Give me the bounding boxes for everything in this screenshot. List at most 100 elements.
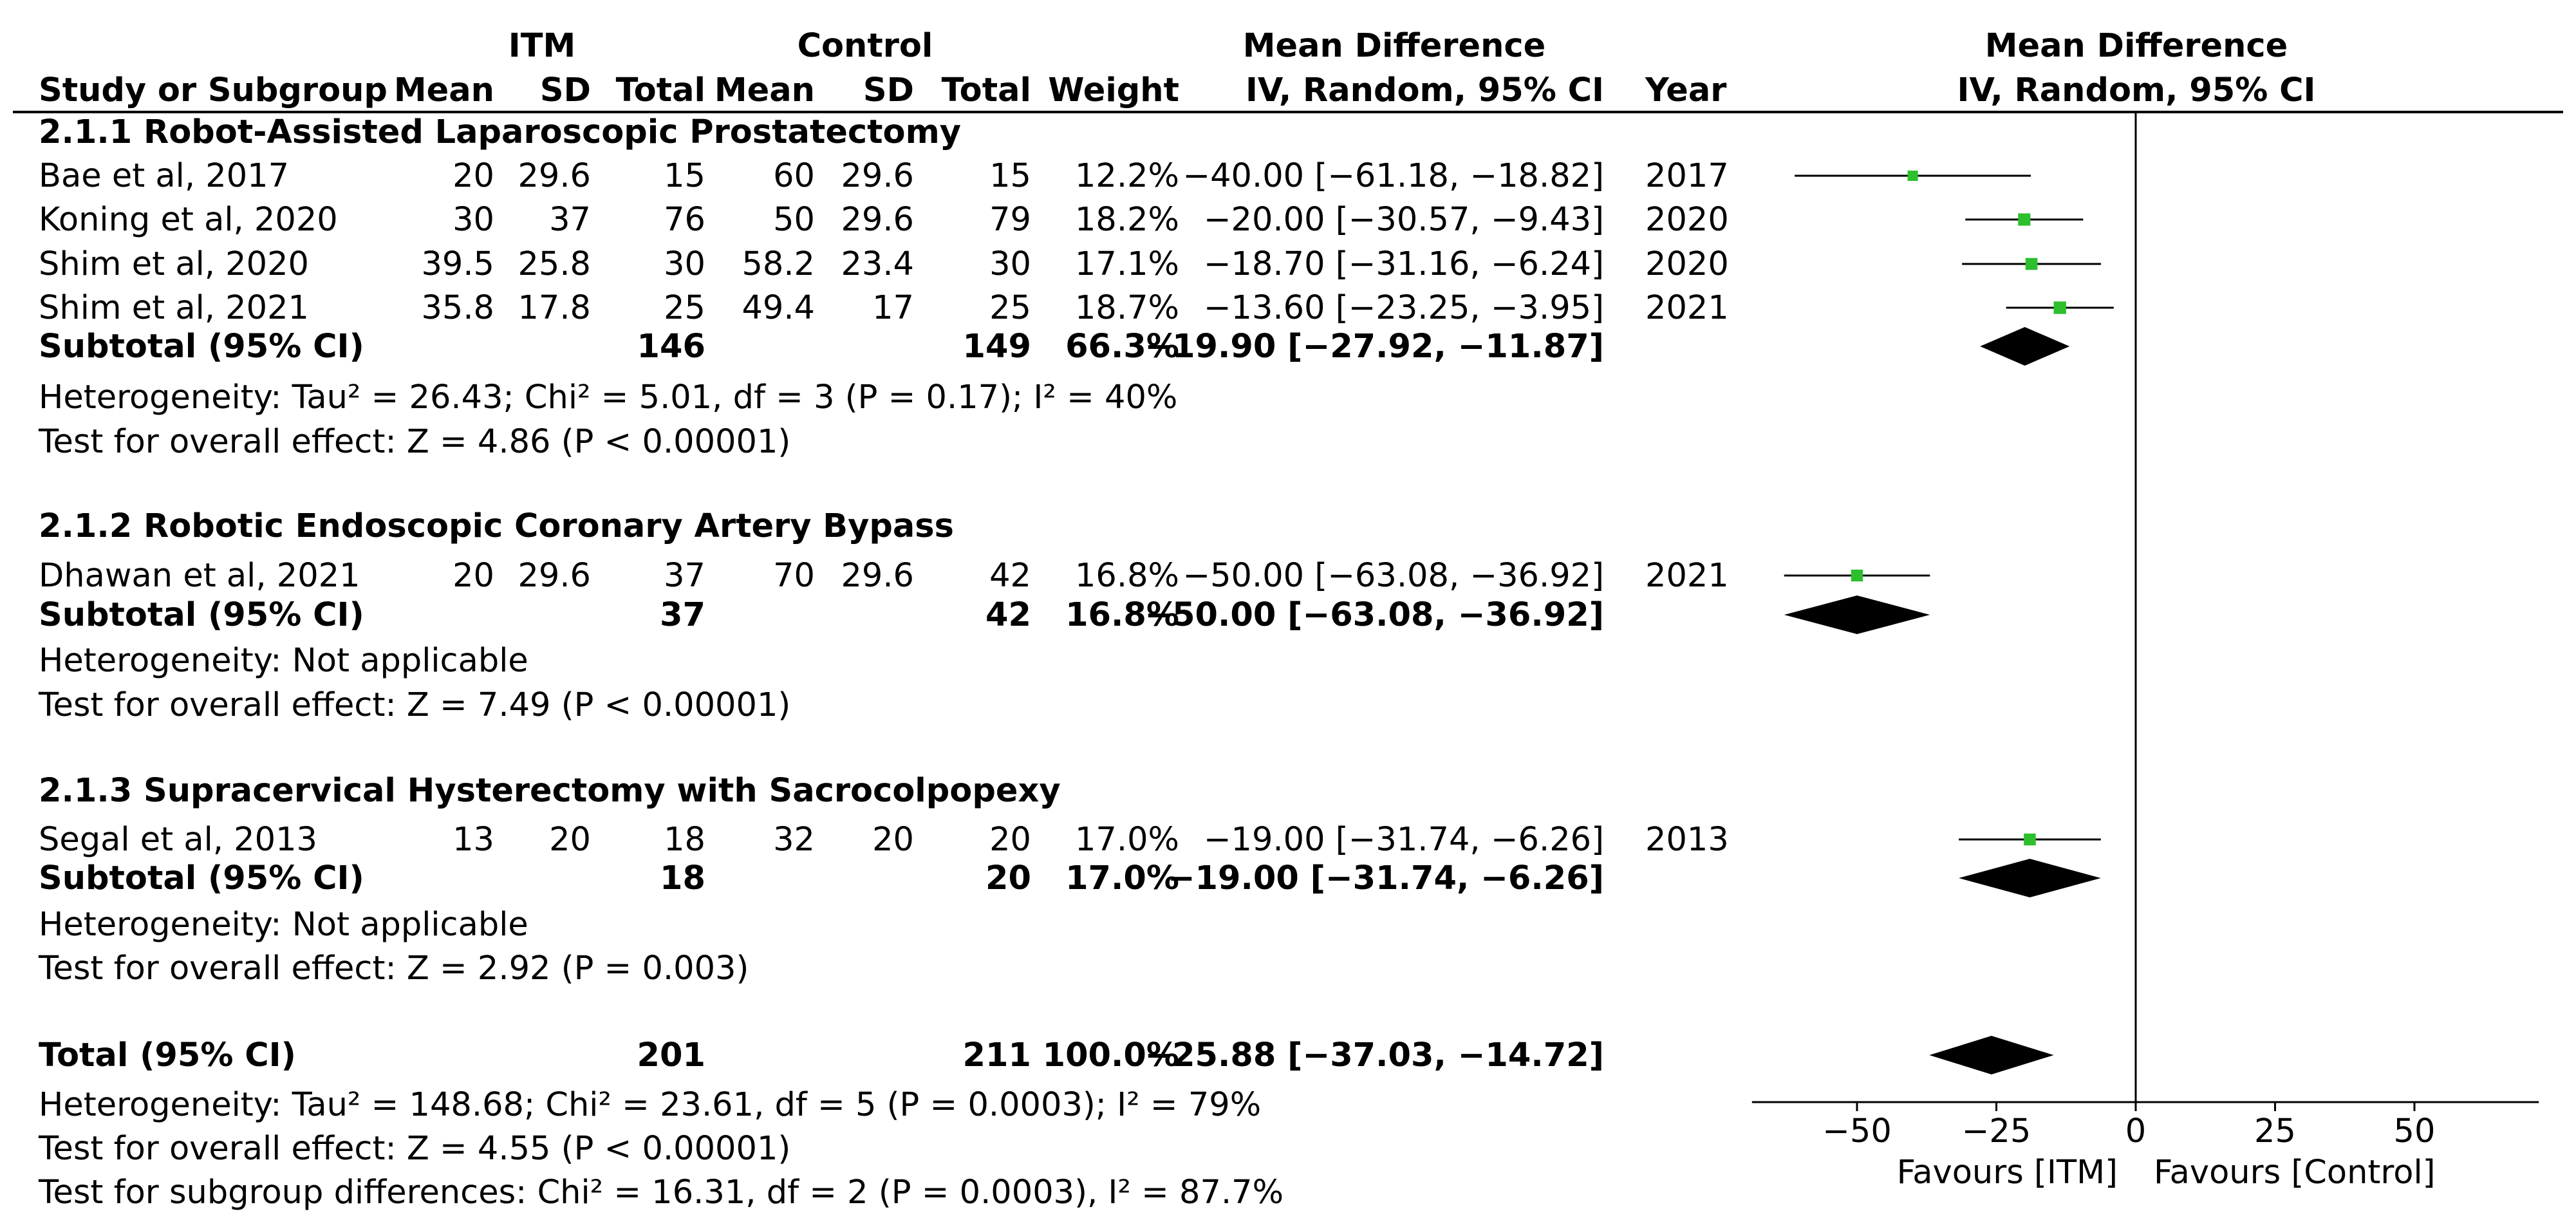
subtotal-ci: −19.90 [−27.92, −11.87] (1144, 328, 1604, 366)
cell-total1: 30 (664, 245, 705, 283)
x-tick-label: 0 (2125, 1112, 2146, 1150)
cell-total1: 76 (664, 201, 705, 239)
col-plot-method: IV, Random, 95% CI (1957, 71, 2315, 109)
heterogeneity-text: Heterogeneity: Not applicable (39, 642, 528, 680)
total-ci: −25.88 [−37.03, −14.72] (1144, 1036, 1604, 1074)
cell-mean2: 70 (773, 557, 815, 595)
cell-sd1: 17.8 (518, 289, 591, 327)
study-name: Bae et al, 2017 (39, 157, 289, 195)
cell-mean1: 39.5 (421, 245, 494, 283)
cell-total2: 15 (989, 157, 1031, 195)
overall-effect-text: Test for overall effect: Z = 4.86 (P < 0… (38, 423, 790, 461)
col-total2: Total (942, 71, 1031, 109)
cell-total1: 25 (664, 289, 705, 327)
col-sd2: SD (863, 71, 914, 109)
study-square (2053, 301, 2066, 314)
cell-weight: 18.7% (1075, 289, 1179, 327)
study-square (2018, 213, 2031, 226)
cell-year: 2020 (1645, 201, 1729, 239)
cell-weight: 17.1% (1075, 245, 1179, 283)
total-label: Total (95% CI) (39, 1036, 296, 1074)
cell-mean2: 58.2 (742, 245, 815, 283)
cell-total2: 25 (989, 289, 1031, 327)
subgroup-differences: Test for subgroup differences: Chi² = 16… (38, 1174, 1283, 1212)
total-heterogeneity: Heterogeneity: Tau² = 148.68; Chi² = 23.… (39, 1086, 1261, 1124)
subtotal-total2: 149 (963, 328, 1031, 366)
col-year: Year (1645, 71, 1726, 109)
col-total1: Total (616, 71, 705, 109)
cell-sd1: 37 (549, 201, 591, 239)
cell-mean1: 35.8 (421, 289, 494, 327)
col-md-method: IV, Random, 95% CI (1246, 71, 1604, 109)
cell-sd1: 20 (549, 821, 591, 859)
study-square (2025, 258, 2038, 270)
subtotal-label: Subtotal (95% CI) (39, 859, 364, 897)
favours-left-label: Favours [ITM] (1897, 1154, 2118, 1192)
total-diamond (1929, 1036, 2054, 1074)
study-square (1851, 569, 1863, 582)
overall-effect-text: Test for overall effect: Z = 7.49 (P < 0… (38, 686, 790, 724)
header-group2: Control (798, 27, 933, 65)
subtotal-total1: 146 (637, 328, 705, 366)
total-total2: 211 (963, 1036, 1031, 1074)
cell-sd2: 20 (872, 821, 914, 859)
cell-weight: 16.8% (1075, 557, 1179, 595)
cell-ci: −20.00 [−30.57, −9.43] (1204, 201, 1604, 239)
cell-total1: 18 (664, 821, 705, 859)
cell-weight: 17.0% (1075, 821, 1179, 859)
total-total1: 201 (637, 1036, 705, 1074)
cell-ci: −19.00 [−31.74, −6.26] (1204, 821, 1604, 859)
subtotal-ci: −19.00 [−31.74, −6.26] (1168, 859, 1604, 897)
subtotal-total2: 42 (985, 596, 1031, 634)
cell-sd2: 29.6 (841, 157, 914, 195)
cell-mean2: 32 (773, 821, 815, 859)
cell-year: 2021 (1645, 557, 1729, 595)
header-group1: ITM (509, 27, 576, 65)
subtotal-weight: 66.3% (1065, 328, 1179, 366)
cell-mean1: 30 (453, 201, 494, 239)
cell-ci: −40.00 [−61.18, −18.82] (1182, 157, 1604, 195)
cell-mean2: 49.4 (742, 289, 815, 327)
cell-total2: 42 (989, 557, 1031, 595)
col-sd1: SD (540, 71, 591, 109)
cell-sd2: 29.6 (841, 201, 914, 239)
cell-total2: 79 (989, 201, 1031, 239)
cell-total2: 30 (989, 245, 1031, 283)
cell-total1: 37 (664, 557, 705, 595)
favours-right-label: Favours [Control] (2154, 1154, 2436, 1192)
heterogeneity-text: Heterogeneity: Tau² = 26.43; Chi² = 5.01… (39, 379, 1177, 417)
cell-mean2: 50 (773, 201, 815, 239)
x-tick-label: 50 (2394, 1112, 2436, 1150)
table-body: 2.1.1 Robot-Assisted Laparoscopic Prosta… (38, 113, 1729, 1212)
subgroup-title: 2.1.1 Robot-Assisted Laparoscopic Prosta… (39, 113, 961, 151)
cell-ci: −18.70 [−31.16, −6.24] (1204, 245, 1604, 283)
total-weight: 100.0% (1043, 1036, 1179, 1074)
plot-area: −50 −25 0 25 50 Favours [ITM] Favours [Control… (1751, 112, 2539, 1192)
cell-sd2: 17 (872, 289, 914, 327)
subtotal-label: Subtotal (95% CI) (39, 596, 364, 634)
subgroup-title: 2.1.2 Robotic Endoscopic Coronary Artery… (39, 507, 954, 545)
subtotal-total1: 37 (660, 596, 705, 634)
study-name: Shim et al, 2020 (39, 245, 309, 283)
cell-sd1: 25.8 (518, 245, 591, 283)
header-md-title: Mean Difference (1243, 27, 1545, 65)
col-mean1: Mean (394, 71, 494, 109)
cell-ci: −13.60 [−23.25, −3.95] (1204, 289, 1604, 327)
x-tick-label: −50 (1822, 1112, 1892, 1150)
subtotal-label: Subtotal (95% CI) (39, 328, 364, 366)
subgroup-title: 2.1.3 Supracervical Hysterectomy with Sa… (39, 772, 1061, 810)
overall-effect-text: Test for overall effect: Z = 2.92 (P = 0… (38, 950, 749, 988)
total-overall-effect: Test for overall effect: Z = 4.55 (P < 0… (38, 1130, 790, 1168)
subtotal-ci: −50.00 [−63.08, −36.92] (1144, 596, 1604, 634)
subtotal-total1: 18 (660, 859, 705, 897)
subtotal-weight: 16.8% (1065, 596, 1179, 634)
x-tick-label: 25 (2254, 1112, 2296, 1150)
cell-year: 2020 (1645, 245, 1729, 283)
cell-weight: 18.2% (1075, 201, 1179, 239)
study-name: Segal et al, 2013 (39, 821, 317, 859)
cell-ci: −50.00 [−63.08, −36.92] (1182, 557, 1604, 595)
cell-mean2: 60 (773, 157, 815, 195)
cell-total1: 15 (664, 157, 705, 195)
study-square (2024, 833, 2036, 846)
